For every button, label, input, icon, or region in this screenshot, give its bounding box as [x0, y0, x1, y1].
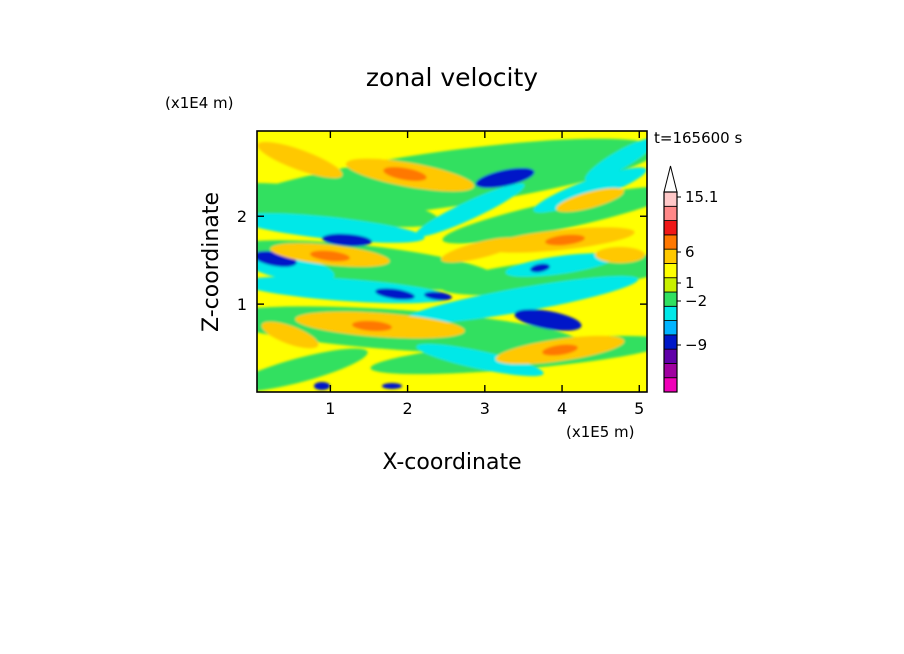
colorbar-band	[663, 334, 678, 350]
contour-region	[257, 182, 439, 228]
contour-region	[514, 309, 582, 331]
chart-title: zonal velocity	[366, 63, 538, 92]
contour-region	[261, 321, 319, 349]
y-tick-label: 1	[237, 295, 247, 314]
x-axis: 1 2 3 4 5	[325, 131, 644, 418]
contour-region	[441, 237, 519, 263]
colorbar-band	[663, 305, 678, 321]
contour-region	[585, 138, 647, 182]
contour-region	[556, 188, 624, 212]
y-axis-label: Z-coordinate	[199, 192, 224, 332]
colorbar-band	[663, 363, 678, 379]
colorbar-band	[663, 220, 678, 236]
contour-region	[595, 247, 645, 263]
x-tick-label: 5	[634, 399, 644, 418]
contour-region	[257, 141, 343, 179]
colorbar-extend-arrow	[663, 165, 678, 193]
time-label: t=165600 s	[654, 129, 742, 147]
contour-region	[475, 167, 535, 189]
colorbar-band	[663, 377, 678, 393]
contour-region	[352, 320, 392, 332]
contour-region	[383, 166, 427, 182]
colorbar-band	[663, 191, 678, 207]
contour-region	[545, 234, 585, 246]
contour-region	[257, 348, 368, 392]
contour-region	[401, 276, 639, 324]
colorbar: 15.1 6 1−2 −9	[663, 165, 718, 393]
contour-region	[310, 250, 350, 262]
x-tick-label: 4	[557, 399, 567, 418]
contour-region	[442, 186, 647, 244]
x-axis-label: X-coordinate	[382, 450, 521, 475]
colorbar-label: −9	[685, 336, 707, 354]
colorbar-label: 15.1	[685, 188, 718, 206]
colorbar-band	[663, 277, 678, 293]
y-unit-label: (x1E4 m)	[165, 94, 234, 112]
x-unit-label: (x1E5 m)	[566, 423, 635, 441]
colorbar-band	[663, 234, 678, 250]
colorbar-band	[663, 205, 678, 221]
colorbar-band	[663, 248, 678, 264]
contour-region	[322, 233, 372, 247]
contour-region	[416, 343, 544, 377]
contour-region	[530, 263, 550, 273]
contour-field	[257, 131, 647, 392]
x-tick-label: 1	[325, 399, 335, 418]
contour-region	[415, 183, 525, 237]
colorbar-label: −2	[685, 292, 707, 310]
colorbar-band	[663, 291, 678, 307]
plot-frame	[256, 130, 648, 393]
y-axis: 12	[237, 207, 647, 314]
contour-region	[314, 382, 330, 390]
contour-region	[542, 344, 578, 356]
contour-region	[440, 254, 647, 296]
y-tick-label: 2	[237, 207, 247, 226]
colorbar-band	[663, 348, 678, 364]
colorbar-band	[663, 263, 678, 279]
contour-region	[257, 213, 425, 243]
colorbar-label: 1	[685, 274, 695, 292]
colorbar-band	[663, 320, 678, 336]
contour-region	[424, 291, 452, 301]
contour-region	[382, 383, 402, 389]
x-tick-label: 3	[480, 399, 490, 418]
contour-region	[375, 288, 415, 300]
x-tick-label: 2	[403, 399, 413, 418]
colorbar-label: 6	[685, 243, 695, 261]
contour-region	[533, 167, 647, 213]
colorbar-frame	[663, 191, 678, 393]
